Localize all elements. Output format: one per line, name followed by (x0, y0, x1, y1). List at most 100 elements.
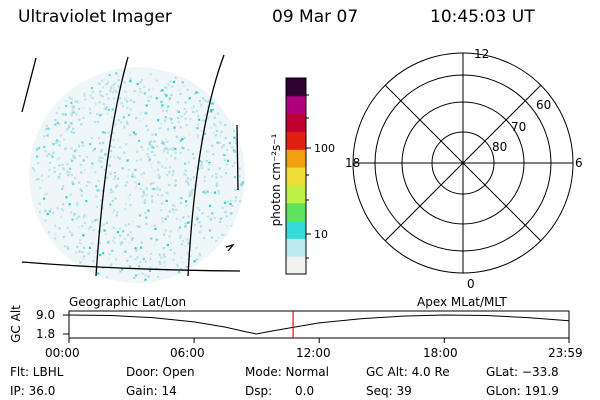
uv-pixel (127, 168, 130, 171)
uv-pixel (180, 256, 183, 259)
uv-pixel (183, 107, 186, 111)
uv-pixel (113, 209, 116, 212)
uv-pixel (124, 184, 127, 187)
uv-pixel (226, 200, 229, 203)
uv-pixel (54, 119, 57, 122)
uv-pixel (173, 129, 176, 132)
instrument-title: Ultraviolet Imager (18, 7, 172, 27)
uv-image (21, 54, 245, 283)
uv-pixel (75, 217, 78, 220)
uv-pixel (32, 168, 35, 171)
uv-pixel (103, 168, 107, 171)
uv-pixel (129, 231, 132, 234)
uv-pixel (80, 123, 83, 126)
uv-pixel (158, 188, 161, 191)
uv-pixel (50, 153, 53, 157)
uv-pixel (151, 133, 154, 136)
uv-pixel (190, 190, 193, 193)
uv-pixel (179, 219, 182, 222)
uv-pixel (232, 129, 236, 133)
uv-pixel (196, 206, 199, 209)
uv-pixel (218, 220, 222, 223)
uv-pixel (105, 83, 108, 86)
uv-pixel (231, 146, 234, 149)
uv-pixel (70, 147, 73, 150)
status-filter: Flt: LBHL (10, 365, 64, 379)
uv-pixel (94, 103, 97, 107)
uv-pixel (134, 133, 137, 136)
uv-pixel (186, 253, 189, 256)
uv-pixel (98, 242, 101, 245)
uv-pixel (66, 246, 69, 249)
uv-pixel (89, 94, 92, 97)
uv-pixel (45, 127, 48, 131)
uv-pixel (185, 200, 188, 203)
uv-pixel (57, 157, 61, 160)
uv-pixel (187, 243, 190, 246)
uv-pixel (126, 159, 129, 162)
uv-pixel (213, 116, 216, 119)
uv-pixel (145, 222, 148, 225)
uv-pixel (232, 149, 235, 152)
uv-pixel (230, 224, 233, 227)
uv-pixel (65, 196, 68, 199)
uv-pixel (174, 76, 177, 79)
uv-pixel (149, 95, 152, 98)
uv-pixel (164, 116, 167, 119)
uv-pixel (158, 262, 161, 265)
uv-pixel (97, 137, 101, 140)
uv-pixel (192, 176, 196, 179)
uv-pixel (217, 112, 220, 115)
uv-pixel (172, 212, 175, 215)
uv-pixel (102, 206, 105, 209)
uv-pixel (190, 193, 193, 196)
uv-pixel (75, 148, 78, 151)
uv-pixel (164, 119, 167, 122)
uv-pixel (157, 119, 160, 122)
uv-pixel (136, 159, 139, 162)
uv-pixel (183, 244, 187, 247)
uv-pixel (56, 207, 59, 210)
uv-pixel (119, 227, 122, 230)
uv-pixel (234, 199, 237, 202)
altitude-timeline (63, 310, 570, 343)
uv-pixel (99, 253, 102, 257)
uv-pixel (111, 199, 114, 203)
uv-pixel (109, 191, 112, 194)
map-coast-fragment (225, 243, 235, 252)
uv-pixel (108, 253, 111, 256)
status-dsp: Dsp: 0.0 (245, 384, 315, 398)
uv-pixel (140, 246, 143, 249)
uv-pixel (152, 181, 155, 184)
uv-pixel (119, 241, 122, 244)
uv-pixel (96, 189, 99, 192)
uv-pixel (61, 163, 64, 166)
uv-pixel (156, 145, 159, 148)
uv-pixel (238, 175, 241, 178)
uv-pixel (119, 270, 122, 273)
uv-pixel (48, 169, 51, 172)
uv-pixel (112, 240, 115, 243)
uv-pixel (38, 202, 41, 205)
uv-pixel (58, 164, 61, 167)
uv-pixel (81, 141, 84, 144)
uv-pixel (37, 177, 40, 181)
status-gain: Gain: 14 (126, 384, 177, 398)
uv-pixel (112, 87, 115, 90)
map-grid-line (236, 124, 239, 191)
uv-pixel (199, 225, 203, 228)
uv-pixel (166, 151, 169, 154)
uv-pixel (220, 146, 224, 149)
uv-pixel (133, 90, 136, 93)
uv-pixel (65, 100, 68, 103)
uv-pixel (179, 126, 182, 129)
uv-pixel (127, 195, 130, 198)
uv-pixel (115, 258, 118, 261)
uv-pixel (60, 215, 63, 218)
uv-pixel (50, 208, 53, 211)
uv-pixel (188, 195, 191, 198)
colorbar-segment (286, 220, 306, 239)
uv-pixel (193, 92, 196, 95)
uv-pixel (85, 214, 88, 217)
uv-pixel (113, 146, 116, 149)
